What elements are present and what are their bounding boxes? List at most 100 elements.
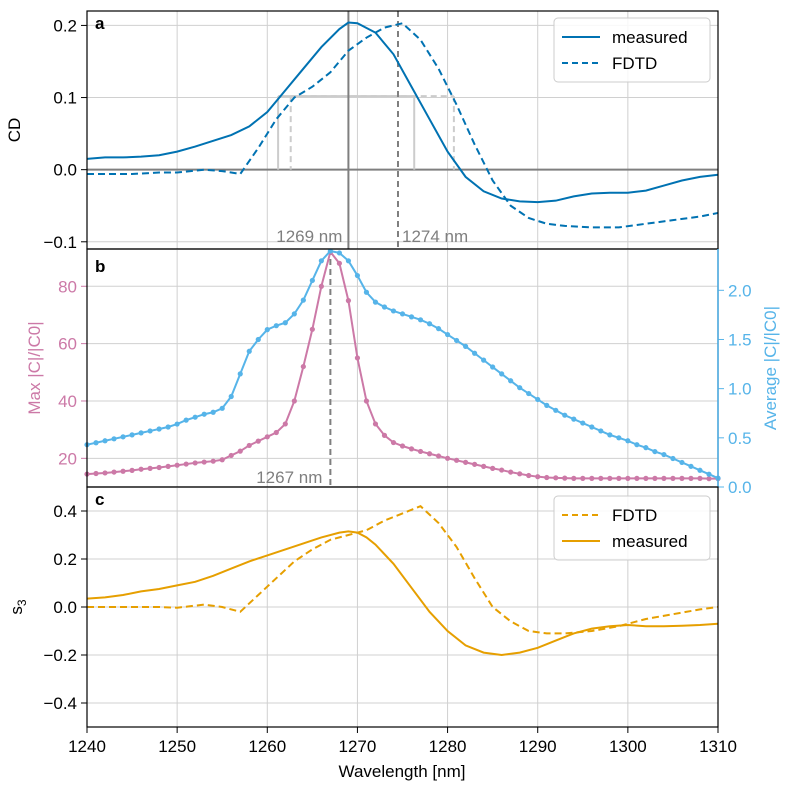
point-average-1276 [408,314,415,320]
point-average-1303 [652,448,658,455]
y-tick-label-right-0: 0.0 [728,478,752,497]
point-average-1244 [120,434,126,440]
point-average-1269 [345,258,352,264]
panel-a-y-ticks: −0.1 0.0 0.1 0.2 [43,16,87,252]
point-max-1284 [481,463,487,469]
point-average-1266 [318,258,324,264]
y-tick-label-left-0: 0.0 [53,161,77,180]
point-max-1283 [472,461,478,467]
legend-label-fdtd: FDTD [612,506,657,525]
point-average-1252 [192,414,198,420]
point-max-1286 [499,467,505,473]
point-max-1276 [408,446,415,452]
point-average-1299 [616,435,622,441]
x-tick-label-1280: 1280 [429,737,467,756]
point-max-1258 [246,442,252,449]
point-average-1275 [399,311,406,317]
point-average-1300 [625,438,631,444]
y-tick-label-left-0.2: 0.2 [53,550,77,569]
point-average-1307 [688,463,694,469]
point-max-1281 [453,457,460,463]
point-max-1278 [426,451,433,457]
y-tick-label-right-0.5: 0.5 [728,429,752,448]
x-tick-label-1270: 1270 [339,737,377,756]
legend-box [553,495,711,561]
point-average-1288 [517,385,523,391]
point-max-1246 [138,466,144,472]
point-average-1272 [372,299,379,305]
point-average-1274 [390,308,397,314]
series-fdtd-cd [87,22,719,229]
panel-b-field-enhancement: 20 40 60 80 0.0 0.5 1.0 1.5 2.0 b 1267 nm Max |C… [25,248,780,497]
point-max-1294 [571,475,577,481]
point-max-1242 [102,470,108,476]
y-tick-label-left--0.2: −0.2 [43,646,77,665]
point-average-1270 [354,272,361,279]
panel-c-legend: FDTD measured [553,495,711,561]
panel-a-cd: −0.1 0.0 0.1 0.2 a CD 1269 nm 1274 nm measu… [5,10,719,252]
panel-c-y-ticks: −0.4 −0.2 0.0 0.2 0.4 [43,502,87,713]
point-max-1256 [228,452,234,459]
point-average-1255 [219,405,225,411]
point-max-1273 [381,432,388,438]
point-max-1308 [697,475,703,481]
y-tick-label-left-0.1: 0.1 [53,89,77,108]
x-tick-label-1300: 1300 [609,737,647,756]
point-max-1299 [616,475,622,481]
point-average-1246 [138,430,144,436]
panel-b-y-ticks: 20 40 60 80 0.0 0.5 1.0 1.5 2.0 [58,277,752,497]
point-average-1297 [598,428,604,434]
point-max-1272 [372,421,379,427]
point-max-1292 [553,475,559,481]
point-max-1307 [688,475,694,481]
point-max-1241 [93,470,99,477]
panel-a-series [86,21,719,229]
panel-c-s3: −0.4−0.20.00.20.4 c s3 FDTD measured [7,486,719,728]
point-max-1248 [156,464,162,471]
point-max-1270 [354,355,361,361]
point-average-1287 [508,378,514,384]
point-average-1247 [147,428,153,434]
annotation-measured-peak: 1269 nm [276,227,342,246]
point-max-1309 [706,476,712,482]
point-average-1278 [426,321,433,327]
point-max-1275 [399,443,406,449]
point-max-1247 [147,465,153,471]
point-max-1293 [562,475,568,481]
point-average-1296 [589,424,595,430]
series-fdtd-s3 [87,505,719,635]
panel-c-letter: c [95,490,104,509]
point-average-1284 [481,357,487,363]
point-max-1291 [544,474,550,481]
y-tick-label-left-0.2: 0.2 [53,16,77,35]
point-max-1282 [463,459,469,465]
point-max-1285 [490,465,496,471]
panel-b-ylabel-left: Max |C|/|C0| [25,321,44,414]
y-tick-label-left-80: 80 [58,277,77,296]
point-max-1296 [589,475,595,481]
point-max-1277 [417,448,424,455]
point-average-1280 [444,331,451,338]
y-tick-label-right-1.5: 1.5 [728,330,752,349]
point-average-1258 [246,348,252,354]
point-max-1254 [210,458,216,464]
point-average-1293 [562,412,568,418]
point-average-1289 [526,390,532,397]
point-average-1283 [472,350,478,356]
point-average-1265 [309,277,315,284]
panel-a-ylabel: CD [5,118,24,143]
point-max-1300 [625,475,631,481]
point-max-1261 [273,429,279,436]
point-max-1304 [661,475,667,481]
y-tick-label-left-0.4: 0.4 [53,502,77,521]
panel-b-letter: b [95,257,105,276]
point-max-1269 [345,298,352,304]
point-max-1260 [264,434,270,440]
legend-label-fdtd: FDTD [612,54,657,73]
point-max-1303 [652,475,658,481]
point-max-1289 [526,472,532,479]
legend-box [553,17,711,83]
legend-label-measured: measured [612,28,688,47]
point-average-1305 [670,455,676,462]
point-max-1249 [165,463,171,469]
